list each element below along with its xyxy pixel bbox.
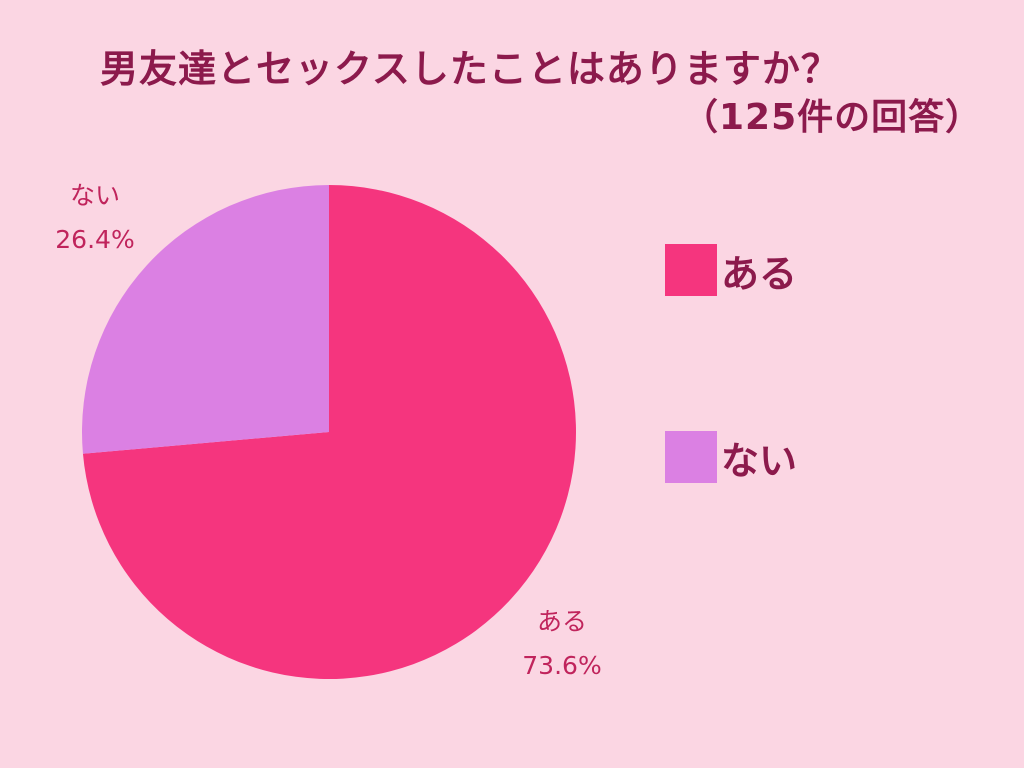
legend-swatch-aru: [665, 244, 717, 296]
legend-label-aru: ある: [721, 251, 798, 296]
pie-slice-nai: [82, 185, 329, 454]
slice-label-nai: ない 26.4%: [40, 174, 150, 262]
chart-subtitle: （125件の回答）: [682, 97, 983, 138]
slice-label-aru-name: ある: [536, 607, 587, 636]
slice-label-aru: ある 73.6%: [507, 600, 617, 688]
slice-label-aru-percent: 73.6%: [522, 651, 602, 680]
slice-label-nai-percent: 26.4%: [55, 225, 135, 254]
legend-item-aru: ある: [665, 244, 797, 296]
legend-item-nai: ない: [665, 431, 797, 483]
chart-title: 男友達とセックスしたことはありますか？: [100, 47, 840, 91]
legend-label-nai: ない: [721, 438, 798, 483]
pie-slice-aru: [82, 185, 576, 679]
legend-swatch-nai: [665, 431, 717, 483]
slice-label-nai-name: ない: [69, 181, 120, 210]
